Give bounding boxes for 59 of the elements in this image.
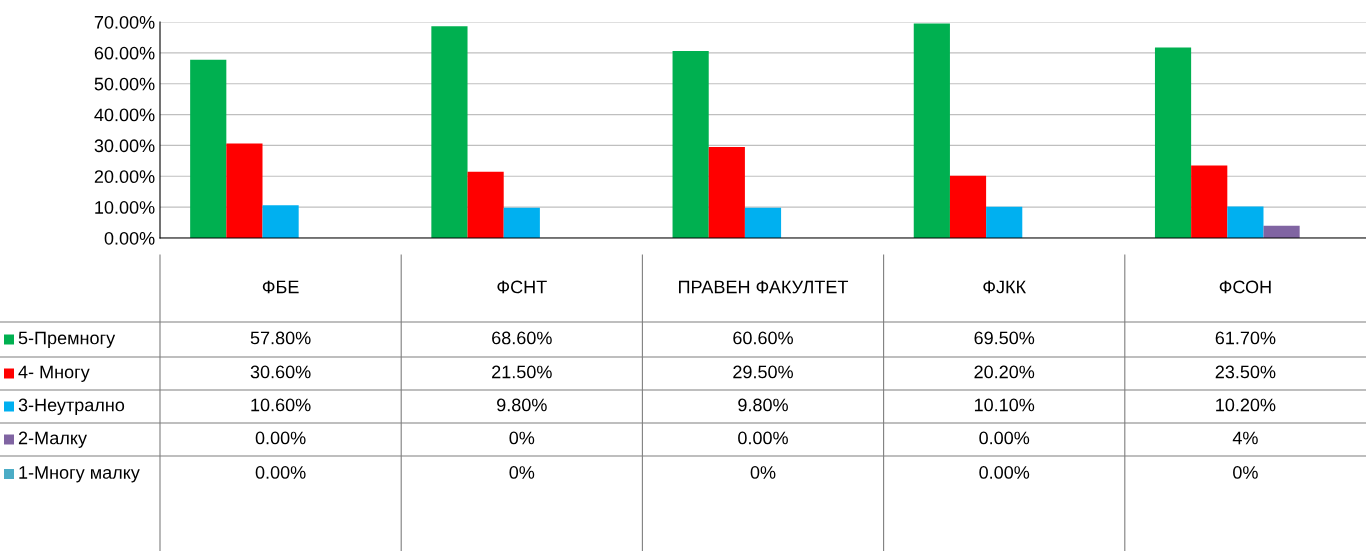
bar bbox=[431, 26, 468, 238]
data-label: 61.70% bbox=[1215, 331, 1276, 345]
data-label: 4% bbox=[1232, 431, 1258, 445]
bar bbox=[262, 205, 299, 238]
data-label: 23.50% bbox=[1215, 365, 1276, 379]
data-label: 68.60% bbox=[492, 331, 552, 345]
data-label: 10.20% bbox=[1216, 398, 1276, 412]
legend-label: 2-Малку bbox=[18, 431, 87, 448]
legend-label: 5-Премногу bbox=[18, 331, 116, 348]
bar bbox=[1263, 225, 1300, 238]
y-tick-label: 30.00% bbox=[94, 139, 155, 153]
bar bbox=[503, 207, 540, 238]
data-label: 10.10% bbox=[974, 398, 1035, 412]
data-label: 0% bbox=[750, 466, 776, 479]
legend-label: 3-Неутрално bbox=[18, 398, 125, 415]
y-tick-label: 50.00% bbox=[94, 77, 155, 91]
bar bbox=[467, 171, 504, 238]
legend-label: 1-Многу малку bbox=[19, 466, 140, 483]
data-label: 0.00% bbox=[738, 431, 788, 445]
x-tick-label: ФСНТ bbox=[497, 280, 547, 294]
data-label: 9.80% bbox=[738, 398, 788, 412]
legend-label: 4- Многу bbox=[18, 365, 90, 382]
data-label: 0.00% bbox=[255, 431, 306, 445]
bar bbox=[1227, 206, 1264, 238]
data-label: 0% bbox=[509, 431, 535, 445]
x-tick-label: ПРАВЕН ФАКУЛТЕТ bbox=[679, 280, 849, 294]
y-tick-label: 60.00% bbox=[94, 46, 155, 60]
x-tick-label: ФСОН bbox=[1219, 280, 1271, 294]
bar bbox=[913, 23, 950, 238]
data-label: 0.00% bbox=[979, 431, 1030, 445]
bar bbox=[744, 207, 782, 238]
bar bbox=[1191, 165, 1228, 238]
x-tick-label: ФБЕ bbox=[262, 280, 299, 294]
data-label: 0% bbox=[1233, 466, 1258, 479]
data-label: 21.50% bbox=[492, 365, 552, 379]
y-tick-label: 40.00% bbox=[94, 108, 155, 122]
bar bbox=[986, 206, 1023, 238]
data-label: 9.80% bbox=[497, 398, 547, 412]
bar bbox=[226, 143, 263, 238]
data-label: 69.50% bbox=[974, 331, 1035, 345]
data-label: 29.50% bbox=[733, 365, 793, 379]
bar bbox=[672, 51, 709, 238]
y-tick-label: 10.00% bbox=[95, 201, 155, 214]
data-label: 10.60% bbox=[251, 398, 311, 412]
data-label: 0.00% bbox=[979, 466, 1030, 479]
data-label: 20.20% bbox=[974, 365, 1035, 379]
y-tick-label: 0.00% bbox=[104, 231, 155, 245]
bar bbox=[708, 146, 745, 238]
y-tick-label: 20.00% bbox=[94, 170, 155, 184]
data-label: 0.00% bbox=[255, 466, 306, 479]
data-label: 57.80% bbox=[250, 331, 311, 345]
data-label: 60.60% bbox=[733, 331, 793, 345]
y-tick-label: 70.00% bbox=[94, 15, 155, 29]
x-tick-label: ФЈКК bbox=[983, 280, 1026, 294]
data-label: 30.60% bbox=[250, 365, 311, 379]
bar bbox=[190, 59, 227, 238]
data-label: 0% bbox=[509, 466, 535, 479]
bar bbox=[1154, 47, 1192, 238]
bar bbox=[949, 175, 987, 238]
